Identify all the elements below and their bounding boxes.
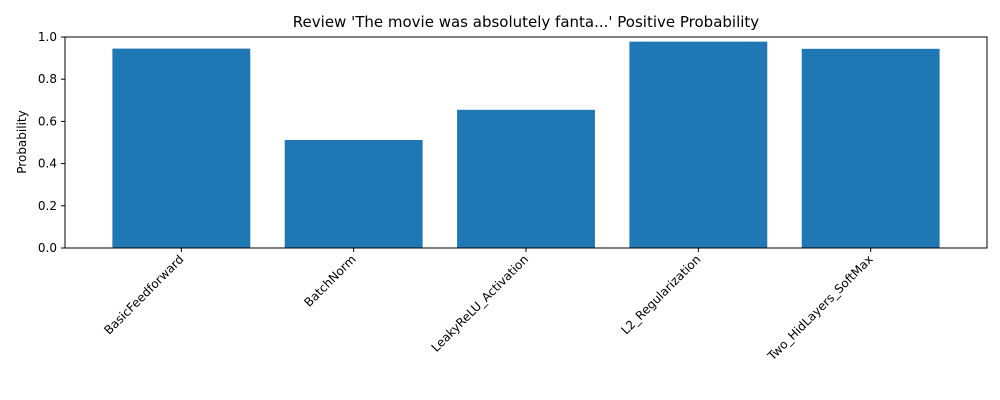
x-tick-label: Two_HidLayers_SoftMax	[764, 252, 875, 363]
bar-leakyrelu-activation	[457, 109, 595, 248]
y-tick-label: 0.2	[38, 199, 57, 213]
x-tick-label: BasicFeedforward	[101, 252, 186, 337]
y-tick-label: 0.8	[38, 72, 57, 86]
x-axis-ticks: BasicFeedforward BatchNorm LeakyReLU_Activ…	[101, 248, 876, 364]
bar-batchnorm	[284, 139, 423, 248]
plot-frame	[64, 36, 988, 249]
bar-basicfeedforward	[112, 48, 251, 249]
y-axis-ticks: 0.0 0.2 0.4 0.6 0.8 1.0	[38, 30, 65, 255]
x-tick-label: LeakyReLU_Activation	[429, 252, 532, 355]
y-tick-label: 0.0	[38, 241, 57, 255]
bar-l2-regularization	[629, 41, 768, 248]
chart-title: Review 'The movie was absolutely fanta..…	[293, 13, 760, 31]
y-tick-label: 1.0	[38, 30, 57, 44]
bars-group	[112, 41, 940, 249]
y-tick-label: 0.6	[38, 114, 57, 128]
y-axis-label: Probability	[15, 110, 29, 173]
x-tick-label: BatchNorm	[301, 252, 358, 309]
y-tick-label: 0.4	[38, 157, 57, 171]
x-tick-label: L2_Regularization	[618, 252, 703, 337]
bar-two-hidlayers-softmax	[801, 48, 940, 248]
